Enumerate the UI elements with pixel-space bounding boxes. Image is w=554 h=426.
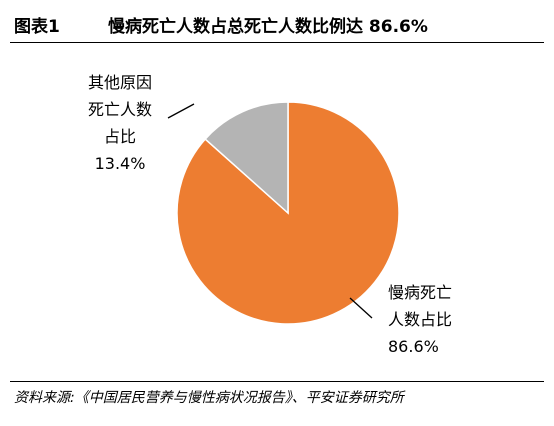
slice-label-1: 其他原因死亡人数占比 13.4% <box>88 73 152 173</box>
slice-name-line: 人数占比 <box>388 310 452 329</box>
source-note: 资料来源:《中国居民营养与慢性病状况报告》、平安证券研究所 <box>14 390 404 406</box>
slice-name-line: 死亡人数 <box>88 100 152 119</box>
figure-header: 图表1 慢病死亡人数占总死亡人数比例达 86.6% <box>0 0 554 40</box>
figure-label: 图表1 <box>14 17 60 37</box>
chart-title: 慢病死亡人数占总死亡人数比例达 86.6% <box>108 17 428 37</box>
slice-value-label: 86.6% <box>388 337 439 356</box>
leader-line-0 <box>349 297 373 319</box>
pie-slice-1 <box>204 101 289 215</box>
slice-name-line: 占比 <box>104 127 136 146</box>
slice-name-line: 慢病死亡 <box>388 283 452 302</box>
leader-line-1 <box>167 103 195 119</box>
slice-label-0: 慢病死亡人数占比 86.6% <box>388 283 452 356</box>
pie-slices <box>176 101 400 325</box>
slice-labels: 慢病死亡人数占比 86.6% 其他原因死亡人数占比 13.4% <box>88 73 452 356</box>
slice-value-label: 13.4% <box>95 154 146 173</box>
pie-chart: 慢病死亡人数占比 86.6% 其他原因死亡人数占比 13.4% <box>88 73 452 356</box>
bottom-rule <box>10 381 544 382</box>
leader-lines <box>167 103 373 319</box>
slice-name-line: 其他原因 <box>88 73 152 92</box>
top-rule <box>10 42 544 43</box>
